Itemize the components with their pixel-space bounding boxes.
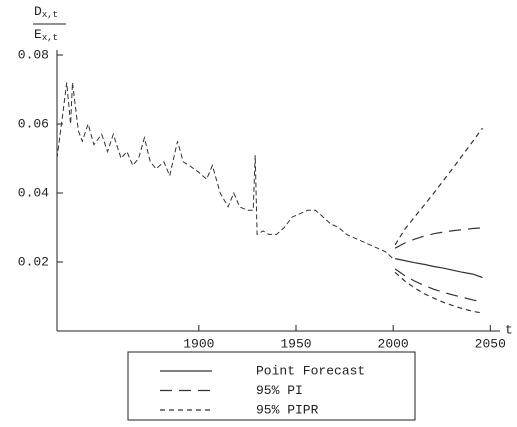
y-label-numerator: Dx,t — [34, 4, 58, 20]
y-label-denominator: Ex,t — [34, 27, 58, 43]
y-tick-label: 0.02 — [18, 254, 49, 269]
y-tick-label: 0.06 — [18, 116, 49, 131]
forecast-line — [394, 271, 483, 314]
legend-label: 95% PIPR — [256, 402, 319, 417]
y-label-sub: x,t — [42, 10, 58, 20]
forecast-line — [394, 258, 483, 279]
y-label-text: E — [34, 27, 42, 42]
legend-label: 95% PI — [256, 383, 303, 398]
legend-box — [127, 351, 416, 421]
observed-line — [56, 82, 394, 259]
y-label-sub: x,t — [42, 33, 58, 43]
y-tick-label: 0.08 — [18, 47, 49, 62]
x-label: t — [505, 322, 513, 337]
x-tick-label: 1950 — [280, 336, 311, 351]
y-tick-label: 0.04 — [18, 185, 49, 200]
x-tick-label: 2050 — [475, 336, 506, 351]
forecast-line — [394, 127, 483, 246]
x-tick-label: 2000 — [378, 336, 409, 351]
y-label-text: D — [34, 4, 42, 19]
x-tick-label: 1900 — [183, 336, 214, 351]
forecast-line — [394, 268, 483, 303]
forecast-line — [394, 227, 483, 249]
legend-label: Point Forecast — [256, 363, 365, 378]
